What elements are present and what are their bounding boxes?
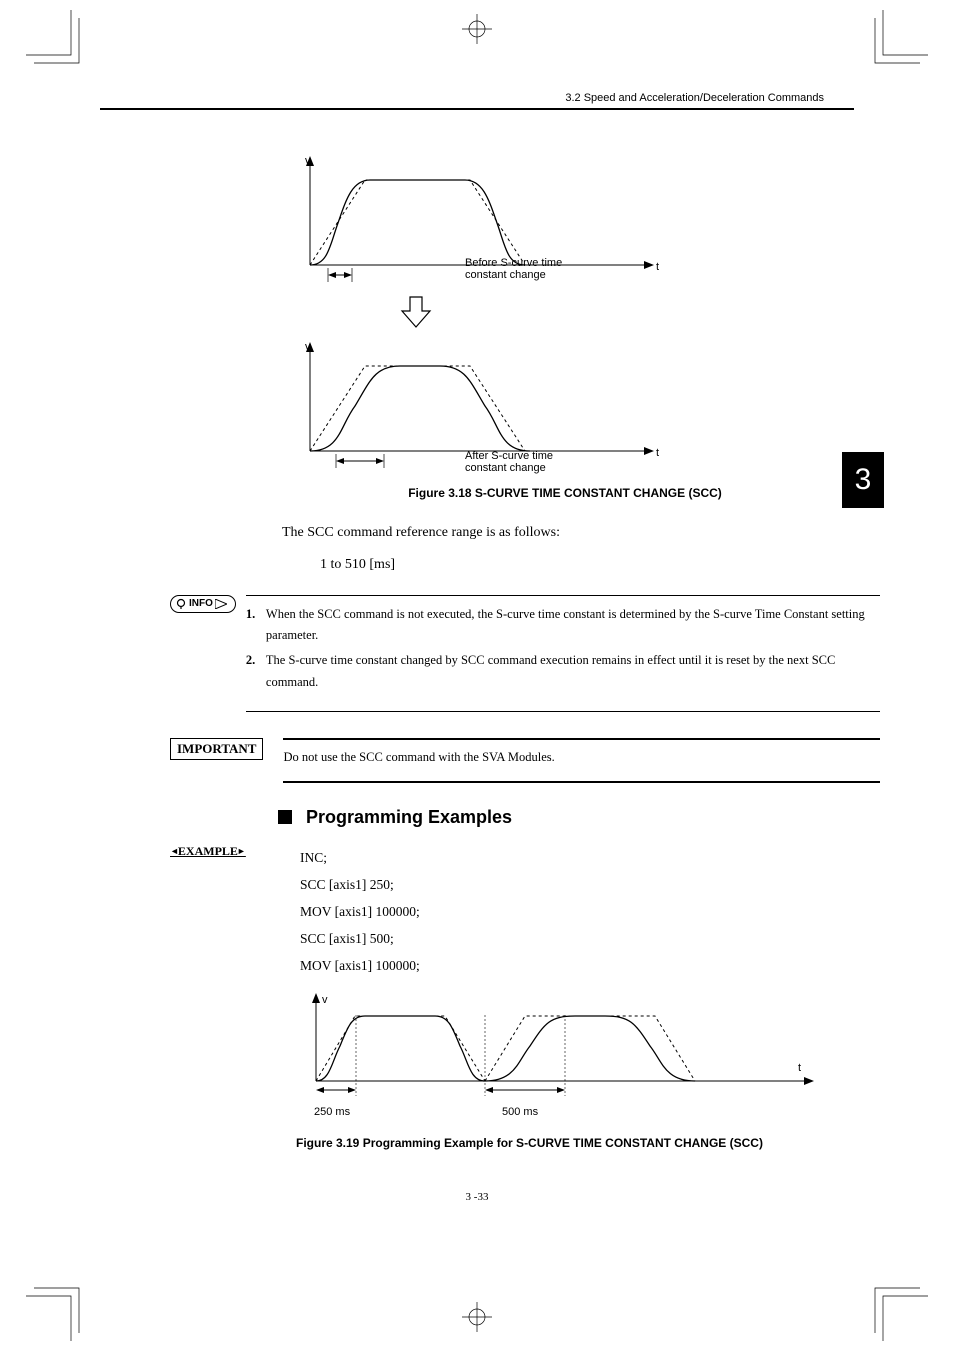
section-heading: Programming Examples — [278, 807, 880, 828]
scc-example-chart: v t — [300, 991, 840, 1101]
chart1-caption: Before S-curve time constant change — [465, 257, 562, 281]
info-num-1: 1. — [246, 604, 266, 647]
info-num-2: 2. — [246, 650, 266, 693]
figure-3-19-caption: Figure 3.19 Programming Example for S-CU… — [296, 1136, 880, 1150]
figure-3-18: v t Before S-curve time constant change — [290, 150, 880, 500]
cropmark-tl — [26, 10, 80, 64]
info-arrow-icon — [215, 599, 227, 609]
t-axis-label-2: t — [656, 447, 659, 459]
cropmark-tr — [874, 10, 928, 64]
code-line-3: SCC [axis1] 500; — [300, 925, 420, 952]
section-square-icon — [278, 810, 292, 824]
example-label: EXAMPLE — [170, 844, 300, 979]
code-line-0: INC; — [300, 844, 420, 871]
range-intro-text: The SCC command reference range is as fo… — [282, 522, 880, 544]
t-axis-label: t — [656, 261, 659, 273]
cropmark-bl — [26, 1287, 80, 1341]
info-text-2: The S-curve time constant changed by SCC… — [266, 650, 880, 693]
page-header: 3.2 Speed and Acceleration/Deceleration … — [565, 92, 824, 104]
page-number: 3 -33 — [0, 1191, 954, 1203]
registration-bottom — [462, 1302, 492, 1337]
chart2-caption: After S-curve time constant change — [465, 450, 553, 474]
info-item-1: 1. When the SCC command is not executed,… — [246, 604, 880, 647]
code-line-1: SCC [axis1] 250; — [300, 871, 420, 898]
info-label-text: INFO — [189, 598, 213, 609]
example-code: INC; SCC [axis1] 250; MOV [axis1] 100000… — [300, 844, 420, 979]
range-value: 1 to 510 [ms] — [320, 554, 880, 576]
registration-top — [462, 14, 492, 49]
info-item-2: 2. The S-curve time constant changed by … — [246, 650, 880, 693]
info-bulb-icon — [175, 598, 187, 610]
cropmark-br — [874, 1287, 928, 1341]
label-250ms: 250 ms — [314, 1106, 350, 1118]
important-label: IMPORTANT — [170, 738, 263, 760]
header-rule — [100, 108, 854, 110]
info-label: INFO — [170, 595, 236, 613]
label-500ms: 500 ms — [502, 1106, 538, 1118]
figure-3-19: v t 250 ms — [300, 991, 880, 1150]
info-block: INFO 1. When the SCC command is not exec… — [170, 595, 880, 712]
important-block: IMPORTANT Do not use the SCC command wit… — [170, 738, 880, 783]
code-line-2: MOV [axis1] 100000; — [300, 898, 420, 925]
v-axis-label-3: v — [322, 994, 328, 1006]
code-line-4: MOV [axis1] 100000; — [300, 952, 420, 979]
t-axis-label-3: t — [798, 1062, 801, 1074]
info-text-1: When the SCC command is not executed, th… — [266, 604, 880, 647]
example-block: EXAMPLE INC; SCC [axis1] 250; MOV [axis1… — [170, 844, 880, 979]
figure-3-18-caption: Figure 3.18 S-CURVE TIME CONSTANT CHANGE… — [250, 486, 880, 500]
important-text: Do not use the SCC command with the SVA … — [283, 738, 880, 783]
section-heading-text: Programming Examples — [306, 807, 512, 828]
down-arrow-icon — [290, 295, 690, 331]
